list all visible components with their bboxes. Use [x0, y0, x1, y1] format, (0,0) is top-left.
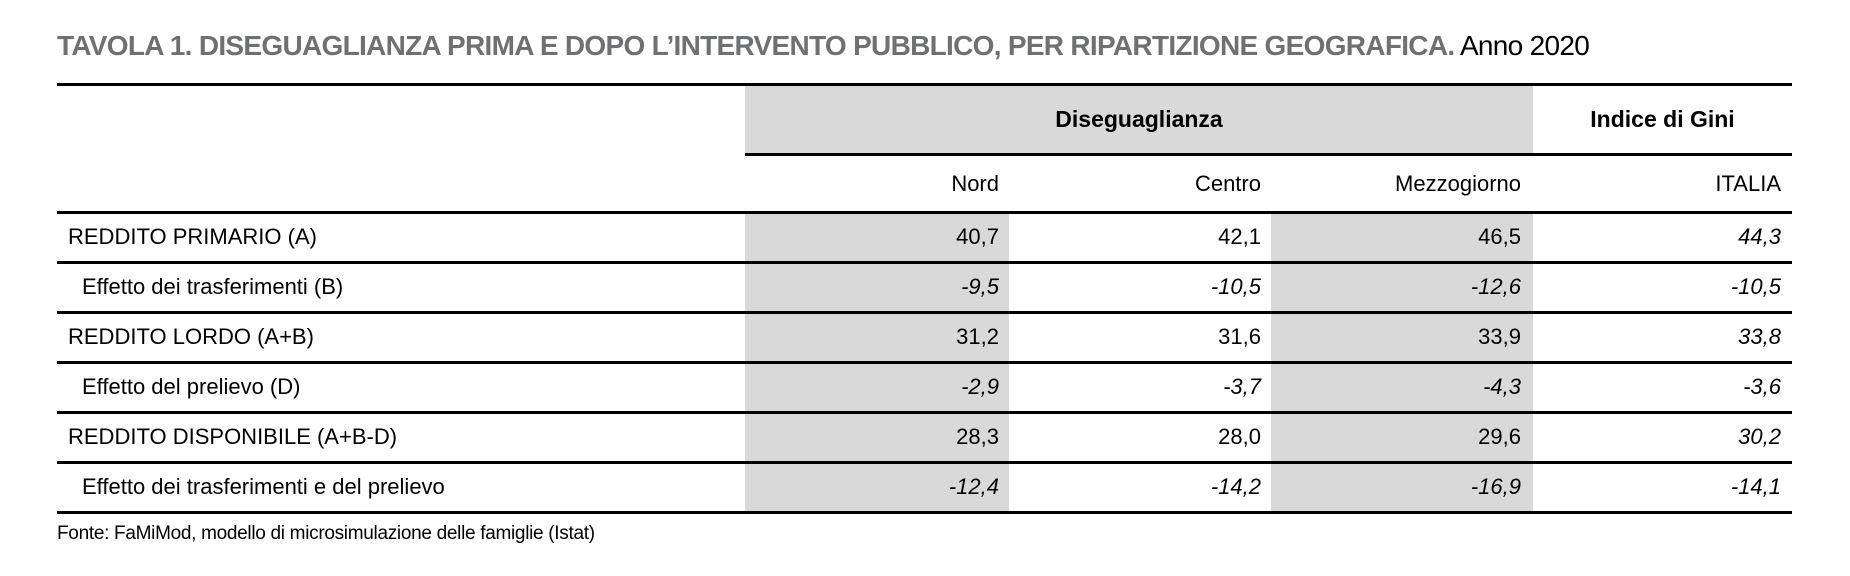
value-centro: -14,2: [1210, 474, 1261, 499]
table-row-effetto-trasferimenti: Effetto dei trasferimenti (B) -9,5 -10,5…: [57, 264, 1792, 314]
table-body: REDDITO PRIMARIO (A) 40,7 42,1 46,5 44,3…: [57, 214, 1792, 514]
value-nord: -9,5: [961, 274, 999, 299]
diseguaglianza-shaded-block: [745, 86, 1533, 156]
row-label: REDDITO LORDO (A+B): [68, 324, 314, 349]
row-label: Effetto del prelievo (D): [82, 374, 301, 399]
value-mezzogiorno: 33,9: [1478, 324, 1521, 349]
table-row-effetto-trasferimenti-prelievo: Effetto dei trasferimenti e del prelievo…: [57, 464, 1792, 514]
row-label: REDDITO PRIMARIO (A): [68, 224, 317, 249]
value-centro: -3,7: [1223, 374, 1261, 399]
value-nord: 28,3: [956, 424, 999, 449]
value-nord: 40,7: [956, 224, 999, 249]
mezzogiorno-column-shading: [1271, 214, 1533, 514]
value-centro: -10,5: [1210, 274, 1261, 299]
group-header-diseguaglianza: Diseguaglianza: [1055, 106, 1223, 132]
nord-column-shading: [745, 214, 1009, 514]
value-nord: -12,4: [948, 474, 999, 499]
group-header-indice-di-gini: Indice di Gini: [1590, 106, 1735, 132]
column-header-row: Nord Centro Mezzogiorno ITALIA: [57, 156, 1792, 214]
value-italia: -10,5: [1730, 274, 1781, 299]
column-header-centro: Centro: [1194, 171, 1261, 196]
row-label: REDDITO DISPONIBILE (A+B-D): [68, 424, 398, 449]
column-header-mezzogiorno: Mezzogiorno: [1395, 171, 1521, 196]
value-italia: 44,3: [1738, 224, 1781, 249]
value-centro: 31,6: [1218, 324, 1261, 349]
page-title: TAVOLA 1. DISEGUAGLIANZA PRIMA E DOPO L’…: [57, 30, 1590, 62]
group-header-rule: [745, 153, 1792, 156]
group-header-row: Diseguaglianza Indice di Gini: [57, 86, 1792, 156]
value-mezzogiorno: -16,9: [1470, 474, 1521, 499]
page-title-main: TAVOLA 1. DISEGUAGLIANZA PRIMA E DOPO L’…: [57, 30, 1455, 61]
column-header-italia: ITALIA: [1715, 171, 1781, 196]
table-row-reddito-primario: REDDITO PRIMARIO (A) 40,7 42,1 46,5 44,3: [57, 214, 1792, 264]
value-italia: 30,2: [1738, 424, 1781, 449]
row-label: Effetto dei trasferimenti (B): [82, 274, 344, 299]
value-centro: 28,0: [1218, 424, 1261, 449]
inequality-table: Diseguaglianza Indice di Gini Nord Centr…: [57, 83, 1792, 514]
value-mezzogiorno: -12,6: [1470, 274, 1521, 299]
value-italia: 33,8: [1738, 324, 1781, 349]
table-row-effetto-prelievo: Effetto del prelievo (D) -2,9 -3,7 -4,3 …: [57, 364, 1792, 414]
value-nord: 31,2: [956, 324, 999, 349]
page-title-year: Anno 2020: [1454, 30, 1590, 61]
value-italia: -3,6: [1743, 374, 1781, 399]
value-mezzogiorno: 29,6: [1478, 424, 1521, 449]
value-italia: -14,1: [1730, 474, 1781, 499]
value-mezzogiorno: 46,5: [1478, 224, 1521, 249]
column-header-nord: Nord: [951, 171, 999, 196]
column-header-empty: [57, 156, 745, 211]
table-row-reddito-lordo: REDDITO LORDO (A+B) 31,2 31,6 33,9 33,8: [57, 314, 1792, 364]
value-nord: -2,9: [961, 374, 999, 399]
row-label: Effetto dei trasferimenti e del prelievo: [82, 474, 445, 499]
source-note: Fonte: FaMiMod, modello di microsimulazi…: [57, 523, 595, 544]
value-centro: 42,1: [1218, 224, 1261, 249]
value-mezzogiorno: -4,3: [1483, 374, 1521, 399]
table-row-reddito-disponibile: REDDITO DISPONIBILE (A+B-D) 28,3 28,0 29…: [57, 414, 1792, 464]
